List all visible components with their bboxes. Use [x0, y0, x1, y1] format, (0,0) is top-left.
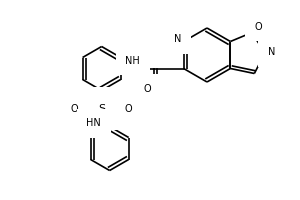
Text: O: O — [144, 84, 152, 94]
Text: O: O — [255, 21, 262, 31]
Text: O: O — [71, 104, 78, 114]
Text: NH: NH — [125, 55, 140, 66]
Text: N: N — [268, 47, 275, 57]
Text: S: S — [98, 104, 105, 114]
Text: N: N — [174, 34, 181, 45]
Text: O: O — [125, 104, 132, 114]
Text: HN: HN — [86, 118, 101, 129]
